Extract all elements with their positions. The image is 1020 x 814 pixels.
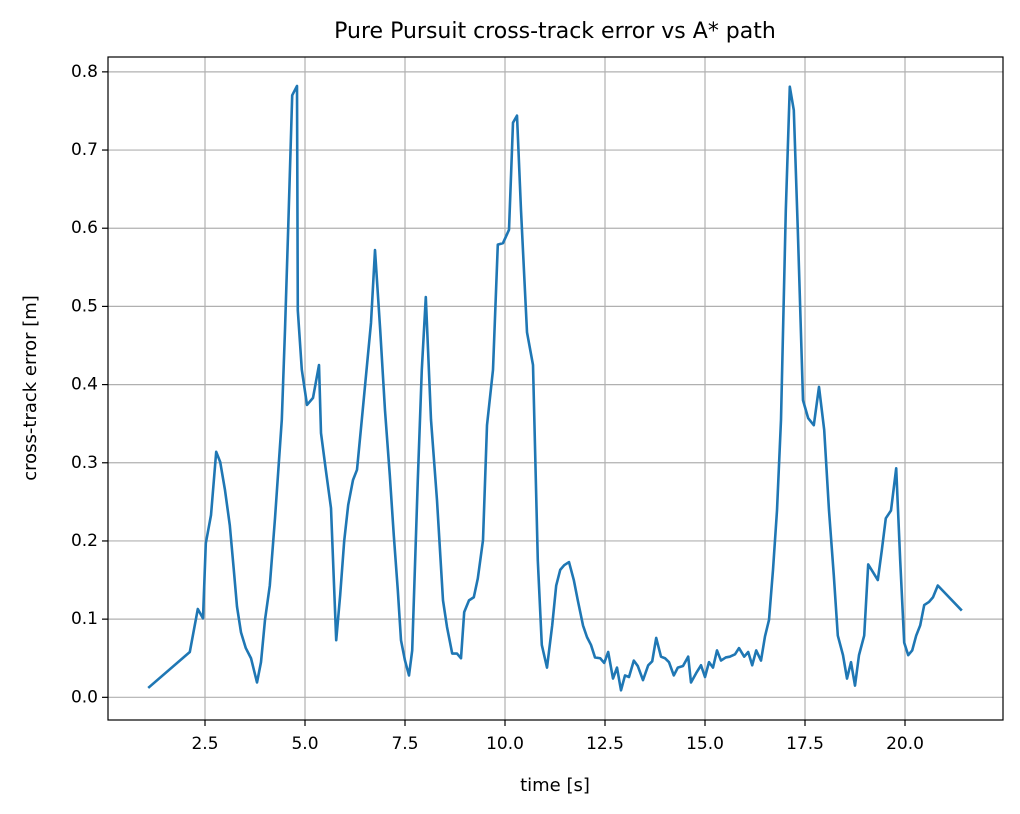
x-axis-label: time [s] xyxy=(520,775,590,796)
data-line xyxy=(147,84,963,692)
x-tick-label: 2.5 xyxy=(191,734,218,754)
x-tick-label: 10.0 xyxy=(486,734,524,754)
x-tick-label: 17.5 xyxy=(786,734,824,754)
y-axis-label: cross-track error [m] xyxy=(20,295,41,481)
ticks: 2.5 5.0 7.5 10.0 12.5 15.0 17.5 20.0 0.0 0.1 0.2 0.… xyxy=(71,62,924,754)
axes-frame xyxy=(107,56,1004,721)
grid xyxy=(108,57,1003,720)
y-tick-label: 0.7 xyxy=(71,140,98,160)
y-tick-label: 0.4 xyxy=(71,375,98,395)
y-tick-label: 0.6 xyxy=(71,218,98,238)
x-tick-label: 12.5 xyxy=(586,734,624,754)
y-tick-label: 0.5 xyxy=(71,296,98,316)
y-tick-label: 0.1 xyxy=(71,609,98,629)
x-tick-label: 5.0 xyxy=(291,734,318,754)
y-tick-label: 0.0 xyxy=(71,687,98,707)
x-tick-label: 7.5 xyxy=(391,734,418,754)
y-tick-label: 0.2 xyxy=(71,531,98,551)
plot-area xyxy=(147,84,963,692)
x-tick-label: 20.0 xyxy=(886,734,924,754)
x-tick-label: 15.0 xyxy=(686,734,724,754)
y-tick-label: 0.8 xyxy=(71,62,98,82)
y-tick-label: 0.3 xyxy=(71,453,98,473)
chart-title: Pure Pursuit cross-track error vs A* pat… xyxy=(334,19,776,44)
